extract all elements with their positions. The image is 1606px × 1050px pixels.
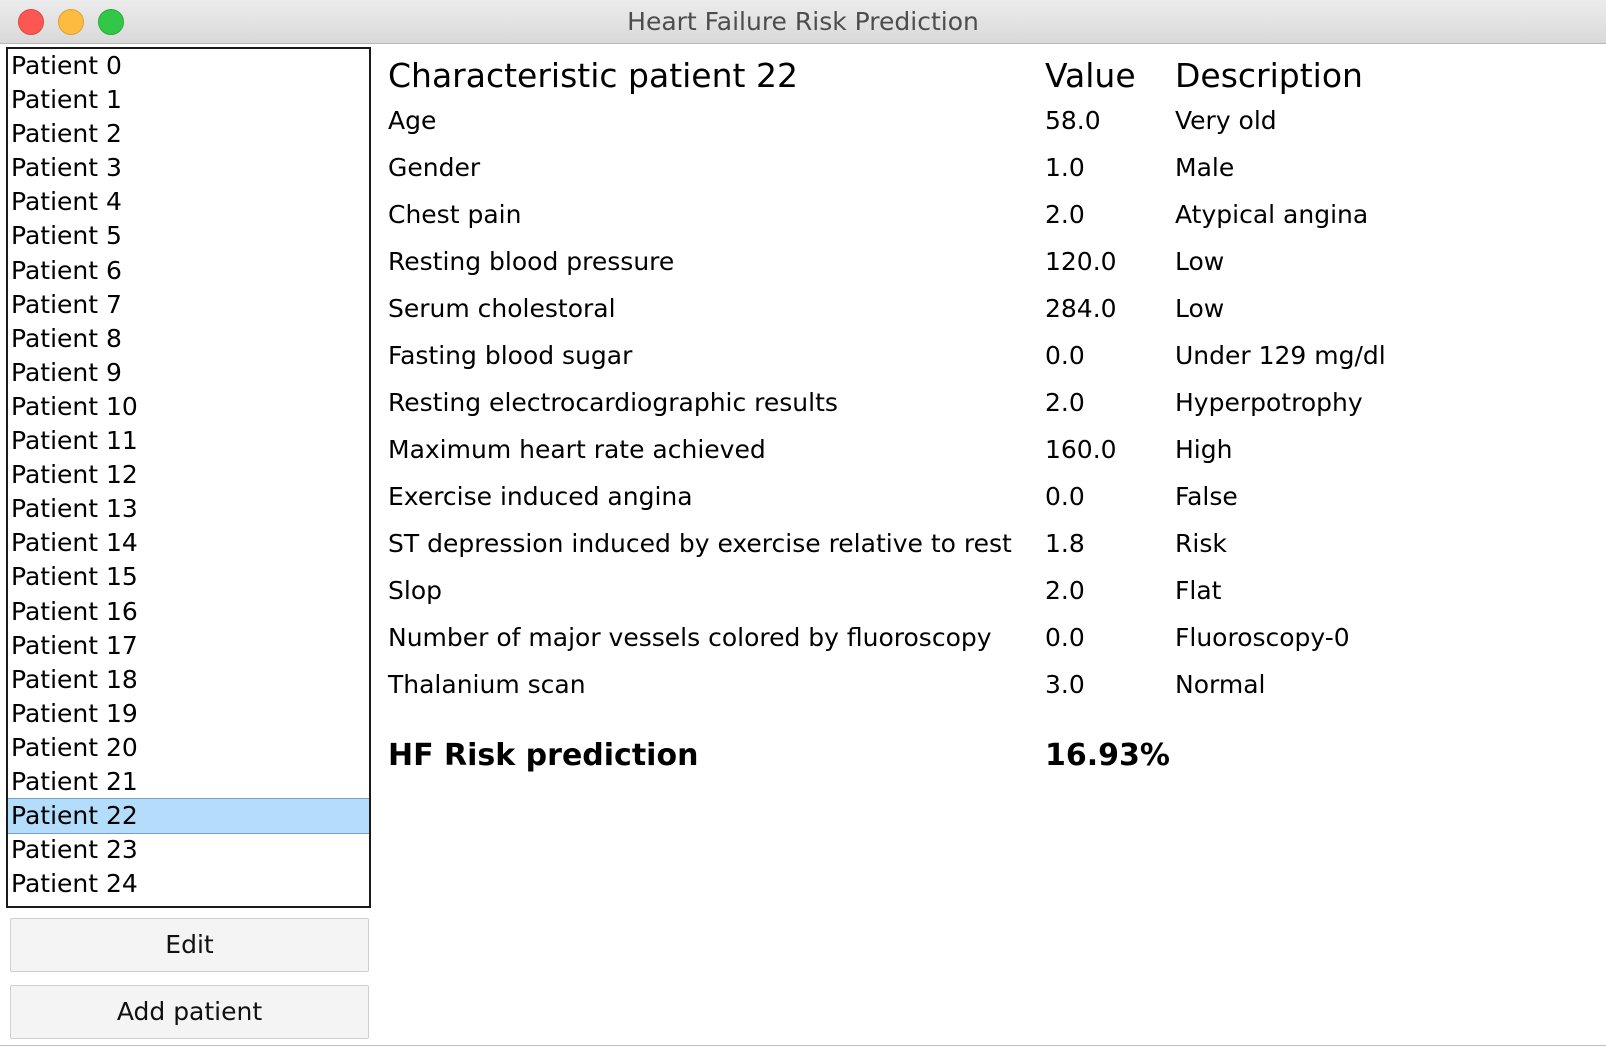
risk-prediction-label: HF Risk prediction: [388, 738, 699, 773]
patient-list-item[interactable]: Patient 22: [8, 798, 369, 835]
table-row: Serum cholestoral 284.0 Low: [388, 294, 1588, 334]
table-row: Slop 2.0 Flat: [388, 576, 1588, 616]
characteristic-label: ST depression induced by exercise relati…: [388, 529, 1012, 558]
characteristic-description: Fluoroscopy-0: [1175, 623, 1350, 652]
characteristic-value: 3.0: [1045, 670, 1085, 699]
patient-detail-panel: Characteristic patient 22 Value Descript…: [388, 46, 1598, 786]
patient-list-item[interactable]: Patient 7: [11, 289, 122, 319]
characteristic-description: Low: [1175, 247, 1225, 276]
patient-list-item[interactable]: Patient 2: [11, 119, 122, 149]
minimize-window-button[interactable]: [58, 9, 84, 35]
patient-list-item[interactable]: Patient 20: [11, 732, 138, 762]
characteristic-value: 0.0: [1045, 341, 1085, 370]
characteristic-description: Hyperpotrophy: [1175, 388, 1363, 417]
table-row: Number of major vessels colored by fluor…: [388, 623, 1588, 663]
patient-list-item[interactable]: Patient 24: [11, 869, 138, 899]
close-window-button[interactable]: [18, 9, 44, 35]
characteristic-value: 120.0: [1045, 247, 1117, 276]
patient-list[interactable]: Patient 0 Patient 1 Patient 2 Patient 3 Pati…: [6, 47, 371, 908]
characteristic-description: Low: [1175, 294, 1225, 323]
maximize-window-button[interactable]: [98, 9, 124, 35]
patient-list-item[interactable]: Patient 16: [11, 596, 138, 626]
characteristic-description: Male: [1175, 153, 1235, 182]
characteristic-value: 160.0: [1045, 435, 1117, 464]
table-row: ST depression induced by exercise relati…: [388, 529, 1588, 569]
patient-list-item[interactable]: Patient 8: [11, 323, 122, 353]
characteristic-label: Fasting blood sugar: [388, 341, 633, 370]
characteristic-label: Number of major vessels colored by fluor…: [388, 623, 992, 652]
table-row: Gender 1.0 Male: [388, 153, 1588, 193]
characteristic-description: Under 129 mg/dl: [1175, 341, 1386, 370]
patient-list-item[interactable]: Patient 13: [11, 494, 138, 524]
characteristic-label: Age: [388, 106, 437, 135]
patient-list-item[interactable]: Patient 10: [11, 391, 138, 421]
characteristic-description: Very old: [1175, 106, 1277, 135]
patient-list-item[interactable]: Patient 12: [11, 460, 138, 490]
characteristic-label: Slop: [388, 576, 442, 605]
table-row: Resting blood pressure 120.0 Low: [388, 247, 1588, 287]
value-column-header: Value: [1045, 56, 1136, 95]
table-row: Age 58.0 Very old: [388, 106, 1588, 146]
description-column-header: Description: [1175, 56, 1363, 95]
edit-button[interactable]: Edit: [10, 918, 369, 972]
patient-list-item[interactable]: Patient 23: [11, 835, 138, 865]
patient-list-item[interactable]: Patient 17: [11, 630, 138, 660]
characteristic-label: Exercise induced angina: [388, 482, 693, 511]
patient-list-item[interactable]: Patient 15: [11, 562, 138, 592]
characteristic-column-header: Characteristic patient 22: [388, 56, 798, 95]
characteristic-value: 0.0: [1045, 482, 1085, 511]
characteristic-label: Serum cholestoral: [388, 294, 616, 323]
characteristic-value: 1.8: [1045, 529, 1085, 558]
characteristic-label: Resting blood pressure: [388, 247, 675, 276]
patient-list-item[interactable]: Patient 19: [11, 698, 138, 728]
title-bar[interactable]: Heart Failure Risk Prediction: [0, 0, 1606, 44]
characteristic-description: Flat: [1175, 576, 1222, 605]
characteristic-description: Atypical angina: [1175, 200, 1369, 229]
patient-list-item[interactable]: Patient 18: [11, 664, 138, 694]
add-patient-button[interactable]: Add patient: [10, 985, 369, 1039]
characteristic-label: Maximum heart rate achieved: [388, 435, 766, 464]
window-title: Heart Failure Risk Prediction: [627, 7, 979, 36]
characteristic-description: Risk: [1175, 529, 1227, 558]
characteristic-value: 284.0: [1045, 294, 1117, 323]
patient-list-item[interactable]: Patient 14: [11, 528, 138, 558]
patient-list-item[interactable]: Patient 0: [11, 51, 122, 80]
characteristic-value: 58.0: [1045, 106, 1101, 135]
characteristic-value: 2.0: [1045, 388, 1085, 417]
table-row: Maximum heart rate achieved 160.0 High: [388, 435, 1588, 475]
patient-list-item[interactable]: Patient 3: [11, 153, 122, 183]
characteristic-description: High: [1175, 435, 1233, 464]
risk-prediction-value: 16.93%: [1045, 738, 1170, 773]
characteristic-value: 2.0: [1045, 200, 1085, 229]
patient-list-item[interactable]: Patient 4: [11, 187, 122, 217]
patient-list-item[interactable]: Patient 9: [11, 357, 122, 387]
patient-list-item[interactable]: Patient 1: [11, 85, 122, 115]
patient-list-item[interactable]: Patient 21: [11, 766, 138, 796]
characteristic-value: 2.0: [1045, 576, 1085, 605]
table-row: Chest pain 2.0 Atypical angina: [388, 200, 1588, 240]
characteristic-label: Thalanium scan: [388, 670, 586, 699]
characteristic-value: 1.0: [1045, 153, 1085, 182]
table-row: Exercise induced angina 0.0 False: [388, 482, 1588, 522]
table-row: Fasting blood sugar 0.0 Under 129 mg/dl: [388, 341, 1588, 381]
table-row: Resting electrocardiographic results 2.0 H…: [388, 388, 1588, 428]
characteristic-label: Resting electrocardiographic results: [388, 388, 838, 417]
patient-list-item[interactable]: Patient 11: [11, 426, 138, 456]
characteristic-value: 0.0: [1045, 623, 1085, 652]
characteristic-description: Normal: [1175, 670, 1266, 699]
characteristic-label: Gender: [388, 153, 481, 182]
window-bottom-edge: [0, 1045, 1606, 1046]
patient-list-item[interactable]: Patient 6: [11, 255, 122, 285]
characteristic-label: Chest pain: [388, 200, 522, 229]
patient-list-item[interactable]: Patient 5: [11, 221, 122, 251]
characteristic-description: False: [1175, 482, 1238, 511]
table-row: Thalanium scan 3.0 Normal: [388, 670, 1588, 710]
